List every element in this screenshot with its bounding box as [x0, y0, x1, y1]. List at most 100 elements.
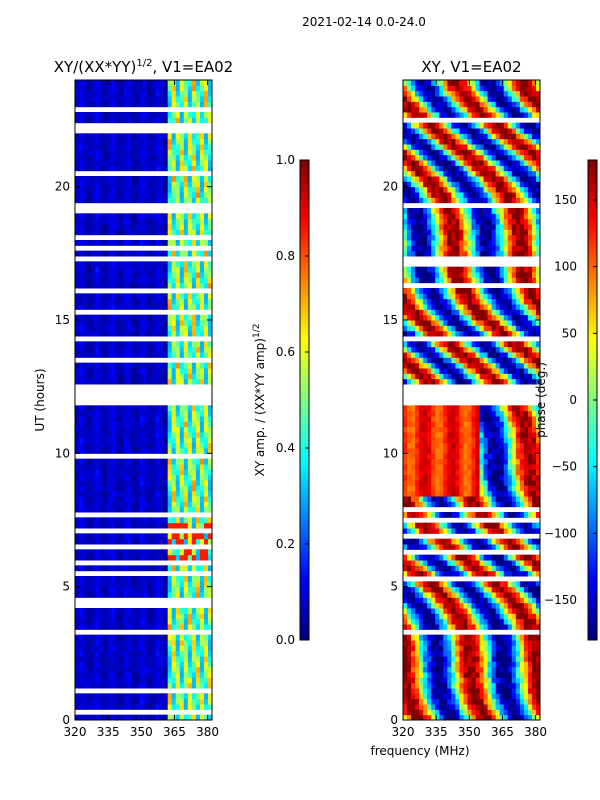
heatmap-cell [151, 624, 157, 630]
heatmap-cell [119, 704, 124, 710]
heatmap-cell [139, 160, 144, 166]
heatmap-cell [95, 181, 100, 188]
heatmap-cell [443, 421, 448, 428]
heatmap-cell [139, 272, 144, 278]
heatmap-cell [411, 501, 416, 508]
heatmap-cell [519, 501, 525, 508]
heatmap-cell [119, 682, 124, 689]
heatmap-cell [163, 474, 169, 481]
heatmap-cell [471, 490, 477, 497]
heatmap-cell [511, 421, 517, 428]
heatmap-cell [111, 704, 116, 710]
heatmap-cell [131, 176, 136, 182]
heatmap-cell [403, 608, 408, 614]
heatmap-cell [183, 213, 189, 220]
heatmap-cell [491, 410, 497, 417]
heatmap-cell [491, 698, 497, 705]
heatmap-cell [163, 437, 169, 444]
heatmap-cell [139, 117, 144, 124]
heatmap-cell [435, 469, 440, 476]
heatmap-cell [195, 298, 201, 305]
heatmap-cell [203, 181, 209, 188]
heatmap-cell [483, 378, 489, 385]
heatmap-cell [115, 490, 120, 497]
heatmap-cell [475, 496, 481, 502]
heatmap-cell [207, 650, 212, 657]
heatmap-cell [415, 373, 420, 380]
heatmap-cell [103, 533, 108, 540]
heatmap-cell [147, 346, 153, 353]
heatmap-cell [415, 618, 420, 625]
heatmap-cell [511, 672, 517, 678]
heatmap-cell [115, 432, 120, 438]
heatmap-cell [147, 117, 153, 124]
heatmap-cell [467, 464, 472, 470]
heatmap-cell [199, 378, 205, 385]
heatmap-cell [111, 314, 116, 321]
heatmap-cell [143, 293, 149, 300]
heatmap-cell [167, 714, 173, 720]
heatmap-cell [431, 672, 436, 678]
heatmap-cell [139, 480, 144, 486]
heatmap-cell [131, 496, 136, 502]
heatmap-cell [79, 250, 84, 257]
heatmap-cell [179, 154, 185, 161]
heatmap-cell [179, 640, 185, 646]
heatmap-cell [87, 197, 92, 204]
heatmap-cell [99, 314, 104, 321]
heatmap-cell [103, 405, 108, 412]
heatmap-cell [83, 592, 88, 598]
heatmap-cell [79, 229, 84, 236]
heatmap-cell [423, 597, 428, 604]
heatmap-cell [91, 181, 96, 188]
heatmap-cell [419, 698, 424, 705]
heatmap-cell [131, 266, 136, 273]
heatmap-cell [79, 474, 84, 481]
heatmap-cell [443, 480, 448, 486]
heatmap-cell [95, 298, 100, 305]
heatmap-cell [139, 186, 144, 193]
heatmap-cell [139, 282, 144, 289]
heatmap-cell [463, 522, 468, 529]
heatmap-cell [167, 698, 173, 705]
heatmap-cell [95, 640, 100, 646]
heatmap-cell [79, 704, 84, 710]
heatmap-cell [195, 149, 201, 156]
heatmap-cell [179, 277, 185, 284]
heatmap-cell [163, 250, 169, 257]
heatmap-cell [527, 597, 533, 604]
heatmap-cell [535, 378, 540, 385]
heatmap-cell [115, 90, 120, 97]
heatmap-cell [167, 464, 173, 470]
heatmap-cell [455, 704, 460, 710]
heatmap-cell [91, 293, 96, 300]
heatmap-cell [75, 565, 80, 572]
heatmap-cell [163, 464, 169, 470]
heatmap-cell [199, 266, 205, 273]
heatmap-cell [99, 645, 104, 652]
heatmap-cell [103, 458, 108, 465]
heatmap-cell [131, 186, 136, 193]
heatmap-cell [203, 592, 209, 598]
heatmap-cell [79, 608, 84, 614]
heatmap-cell [191, 362, 197, 369]
heatmap-cell [171, 480, 177, 486]
heatmap-cell [435, 485, 440, 492]
heatmap-cell [135, 378, 140, 385]
heatmap-cell [135, 458, 140, 465]
heatmap-cell [483, 405, 489, 412]
heatmap-cell [207, 448, 212, 454]
heatmap-cell [119, 613, 124, 620]
heatmap-cell [455, 586, 460, 593]
heatmap-cell [103, 80, 108, 86]
heatmap-cell [95, 282, 100, 289]
heatmap-cell [203, 714, 209, 720]
heatmap-cell [83, 586, 88, 593]
heatmap-cell [135, 581, 140, 588]
heatmap-cell [123, 421, 128, 428]
heatmap-cell [191, 618, 197, 625]
heatmap-cell [171, 501, 177, 508]
heatmap-cell [143, 213, 149, 220]
heatmap-cell [179, 442, 185, 449]
heatmap-cell [111, 656, 116, 662]
